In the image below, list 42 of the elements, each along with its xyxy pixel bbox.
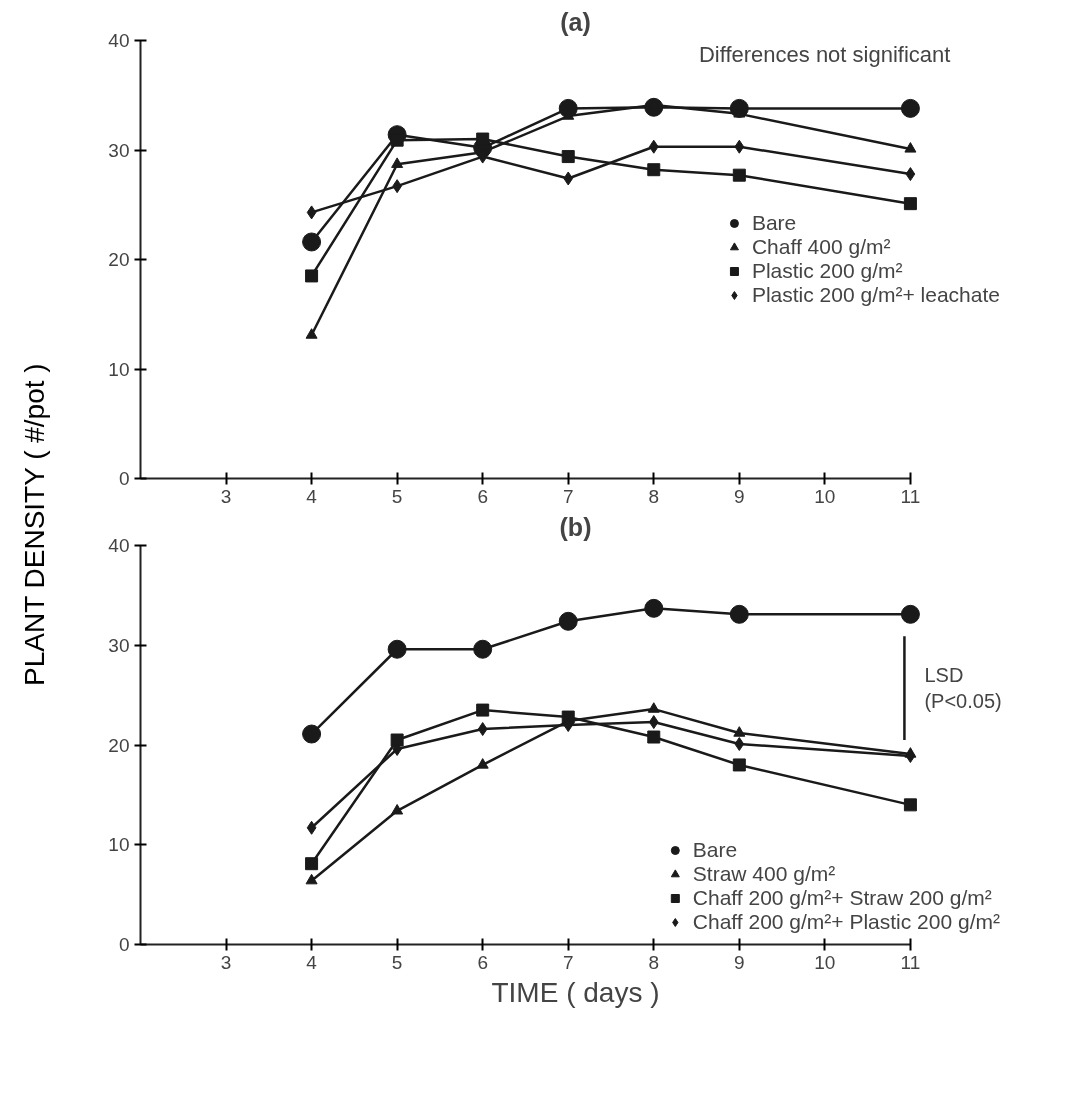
x-tick-label: 7 (562, 951, 574, 973)
x-tick-label: 10 (814, 485, 836, 507)
x-tick-label: 11 (900, 485, 921, 507)
y-tick-label: 40 (108, 30, 130, 51)
annotation: LSD (P<0.05) (924, 663, 1002, 713)
legend-label: Bare (751, 211, 797, 235)
y-tick-label: 20 (108, 734, 130, 756)
x-tick-label: 8 (648, 951, 660, 973)
x-tick-label: 10 (814, 951, 836, 973)
legend-label: Plastic 200 g/m²+ leachate (751, 283, 1000, 307)
y-tick-label: 20 (108, 249, 130, 270)
x-tick-label: 9 (734, 485, 745, 507)
x-tick-label: 6 (477, 951, 488, 973)
x-tick-label: 4 (306, 951, 318, 973)
y-tick-label: 30 (108, 139, 130, 161)
x-tick-label: 9 (734, 951, 745, 973)
y-tick-label: 0 (118, 468, 130, 489)
x-tick-label: 7 (562, 485, 574, 507)
legend-label: Plastic 200 g/m² (751, 259, 903, 283)
x-tick-label: 11 (900, 951, 921, 973)
x-tick-label: 5 (391, 951, 403, 973)
y-tick-label: 0 (118, 934, 130, 955)
y-tick-label: 30 (108, 634, 130, 656)
legend-label: Straw 400 g/m² (692, 862, 836, 886)
x-tick-label: 3 (220, 485, 232, 507)
y-tick-label: 10 (108, 358, 130, 380)
x-tick-label: 3 (220, 951, 232, 973)
x-tick-label: 6 (477, 485, 488, 507)
legend-label: Bare (692, 838, 738, 862)
legend-label: Chaff 200 g/m²+ Straw 200 g/m² (692, 886, 992, 910)
y-tick-label: 10 (108, 834, 130, 856)
chart-title: (b) (559, 512, 592, 541)
chart-title: (a) (560, 7, 591, 36)
y-axis-title: PLANT DENSITY ( #/pot ) (18, 363, 51, 687)
x-tick-label: 5 (391, 485, 403, 507)
y-tick-label: 40 (108, 535, 130, 556)
x-axis-title: TIME ( days ) (491, 976, 660, 1008)
legend-label: Chaff 200 g/m²+ Plastic 200 g/m² (692, 910, 1000, 934)
x-tick-label: 4 (306, 485, 318, 507)
annotation: Differences not significant (698, 42, 951, 67)
legend-label: Chaff 400 g/m² (751, 235, 891, 259)
x-tick-label: 8 (648, 485, 660, 507)
